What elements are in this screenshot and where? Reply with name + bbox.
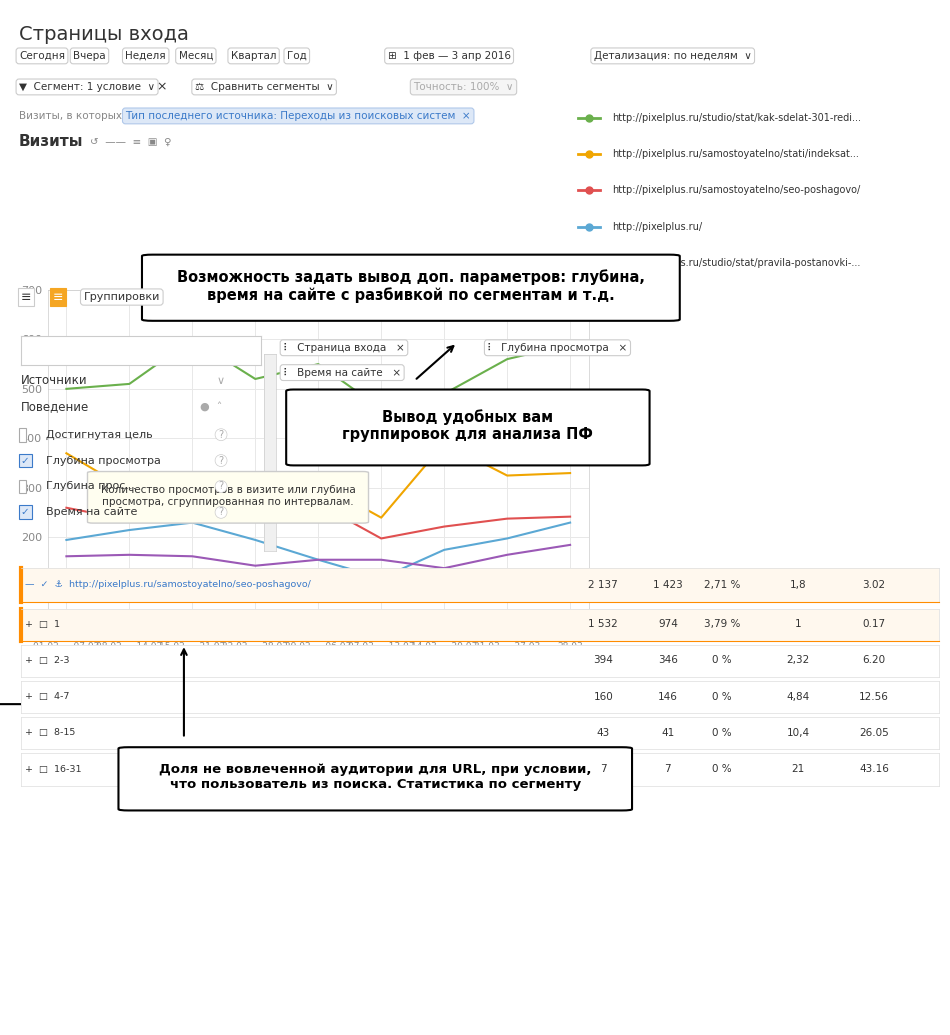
Text: http://pixelplus.ru/: http://pixelplus.ru/ [612, 221, 702, 232]
Text: 4,84: 4,84 [787, 691, 809, 702]
Text: Год: Год [287, 51, 307, 61]
Text: 394: 394 [594, 655, 613, 666]
Text: +  □  8-15: + □ 8-15 [25, 729, 75, 737]
Text: ●  ˄: ● ˄ [200, 402, 222, 412]
Text: Достигнутая цель: Достигнутая цель [46, 430, 152, 440]
Text: 3,79 %: 3,79 % [704, 619, 740, 629]
Text: 346: 346 [658, 655, 677, 666]
Text: 0 %: 0 % [712, 764, 732, 774]
FancyBboxPatch shape [87, 472, 369, 523]
Text: ⠇  Страница входа   ×: ⠇ Страница входа × [283, 343, 405, 353]
Text: ∨: ∨ [217, 376, 225, 386]
Text: ⠇  Глубина просмотра   ×: ⠇ Глубина просмотра × [487, 343, 628, 353]
Text: 6.20: 6.20 [863, 655, 885, 666]
Text: Группировки: Группировки [84, 292, 160, 302]
Text: ×: × [157, 81, 167, 93]
Text: 2,32: 2,32 [787, 655, 809, 666]
Text: 146: 146 [658, 691, 677, 702]
Text: +  □  1: + □ 1 [25, 620, 60, 628]
Text: ⚖  Сравнить сегменты  ∨: ⚖ Сравнить сегменты ∨ [195, 82, 333, 92]
Text: 21: 21 [791, 764, 805, 774]
Text: ▼  Сегмент: 1 условие  ∨: ▼ Сегмент: 1 условие ∨ [19, 82, 155, 92]
Text: +  □  16-31: + □ 16-31 [25, 765, 81, 773]
Text: 2,71 %: 2,71 % [704, 580, 740, 590]
Text: 3.02: 3.02 [863, 580, 885, 590]
Text: 43: 43 [597, 728, 610, 738]
Text: Время на сайте: Время на сайте [46, 507, 137, 518]
Text: Страницы входа: Страницы входа [19, 25, 189, 43]
FancyBboxPatch shape [119, 747, 632, 810]
Text: ?: ? [218, 481, 223, 492]
Text: 10,4: 10,4 [787, 728, 809, 738]
Text: Глубина просмотра: Глубина просмотра [46, 455, 161, 466]
Text: Возможность задать вывод доп. параметров: глубина,
время на сайте с разбивкой по: Возможность задать вывод доп. параметров… [177, 269, 645, 303]
Text: 2 137: 2 137 [588, 580, 618, 590]
Text: Доля не вовлеченной аудитории для URL, при условии,
что пользователь из поиска. : Доля не вовлеченной аудитории для URL, п… [159, 764, 592, 792]
Text: 974: 974 [658, 619, 677, 629]
Text: 12.56: 12.56 [859, 691, 889, 702]
Text: 160: 160 [594, 691, 613, 702]
Text: ?: ? [218, 455, 223, 466]
Text: Источники: Источники [21, 375, 87, 387]
Text: ✓: ✓ [21, 455, 29, 466]
Text: 43.16: 43.16 [859, 764, 889, 774]
Text: Количество просмотров в визите или глубина
просмотра, сгруппированная по интерва: Количество просмотров в визите или глуби… [101, 485, 355, 507]
Text: Месяц: Месяц [179, 51, 213, 61]
Text: Квартал: Квартал [231, 51, 276, 61]
Text: 7: 7 [600, 764, 606, 774]
Text: ≡: ≡ [21, 291, 31, 303]
Text: 41: 41 [661, 728, 674, 738]
Text: 0 %: 0 % [712, 728, 732, 738]
Text: Детализация: по неделям  ∨: Детализация: по неделям ∨ [594, 51, 751, 61]
Text: ⠇  Время на сайте   ×: ⠇ Время на сайте × [283, 367, 401, 378]
Text: http://pixelplus.ru/studio/stat/pravila-postanovki-...: http://pixelplus.ru/studio/stat/pravila-… [612, 258, 860, 268]
Text: —  ✓  ⚓  http://pixelplus.ru/samostoyatelno/seo-poshagovo/: — ✓ ⚓ http://pixelplus.ru/samostoyatelno… [25, 581, 311, 589]
Text: ↺  ——  ≡  ▣  ♀: ↺ —— ≡ ▣ ♀ [90, 137, 172, 147]
Text: 0 %: 0 % [712, 691, 732, 702]
Text: Глубина прос...: Глубина прос... [46, 481, 136, 492]
Text: ✓: ✓ [21, 507, 29, 518]
Text: http://pixelplus.ru/studio/stat/kak-sdelat-301-redi...: http://pixelplus.ru/studio/stat/kak-sdel… [612, 113, 861, 123]
Text: 1,8: 1,8 [789, 580, 807, 590]
Text: ?: ? [218, 507, 223, 518]
Text: Неделя: Неделя [125, 51, 166, 61]
Text: http://pixelplus.ru/samostoyatelno/seo-poshagovo/: http://pixelplus.ru/samostoyatelno/seo-p… [612, 185, 860, 196]
Text: ≡: ≡ [52, 291, 63, 303]
Text: 0 %: 0 % [712, 655, 732, 666]
Text: ?: ? [218, 430, 223, 440]
Text: Поведение: Поведение [21, 401, 89, 413]
Text: Точность: 100%  ∨: Точность: 100% ∨ [413, 82, 514, 92]
Text: Сегодня: Сегодня [19, 51, 65, 61]
Text: 7: 7 [665, 764, 671, 774]
FancyBboxPatch shape [286, 389, 650, 466]
Text: 1 532: 1 532 [588, 619, 618, 629]
Text: +  □  4-7: + □ 4-7 [25, 692, 69, 701]
Text: ⊞  1 фев — 3 апр 2016: ⊞ 1 фев — 3 апр 2016 [388, 51, 510, 61]
Text: 0.17: 0.17 [863, 619, 885, 629]
Text: Тип последнего источника: Переходы из поисковых систем  ×: Тип последнего источника: Переходы из по… [125, 111, 471, 121]
Text: 26.05: 26.05 [859, 728, 889, 738]
Text: Визиты: Визиты [19, 135, 84, 149]
Text: Визиты, в которых: Визиты, в которых [19, 111, 122, 121]
Text: Вывод удобных вам
группировок для анализа ПФ: Вывод удобных вам группировок для анализ… [342, 409, 594, 442]
Text: 1: 1 [795, 619, 801, 629]
Text: http://pixelplus.ru/samostoyatelno/stati/indeksat...: http://pixelplus.ru/samostoyatelno/stati… [612, 149, 859, 159]
FancyBboxPatch shape [142, 255, 680, 321]
Text: +  □  2-3: + □ 2-3 [25, 656, 69, 664]
Text: 1 423: 1 423 [653, 580, 683, 590]
Text: Вчера: Вчера [73, 51, 105, 61]
